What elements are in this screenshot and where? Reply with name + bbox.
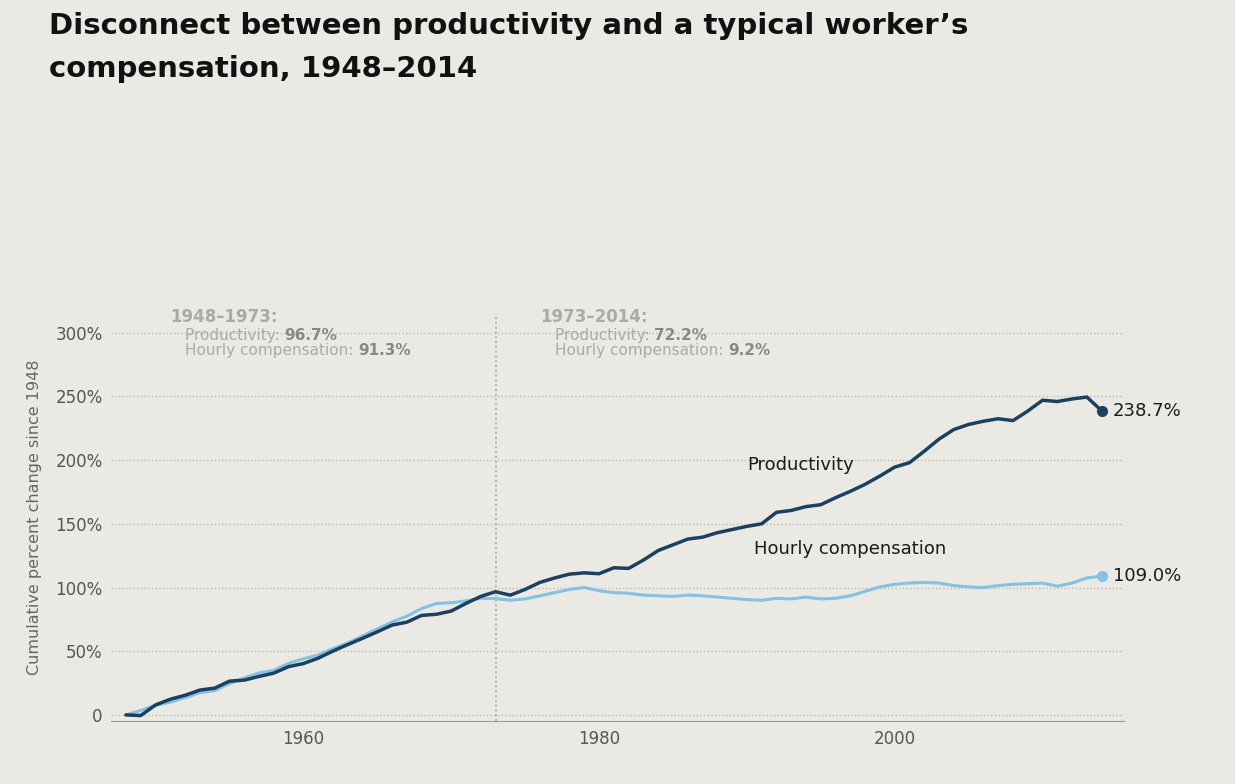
Text: Productivity:: Productivity: — [555, 328, 655, 343]
Text: Productivity: Productivity — [747, 456, 853, 474]
Text: Disconnect between productivity and a typical worker’s: Disconnect between productivity and a ty… — [49, 12, 968, 40]
Text: Hourly compensation: Hourly compensation — [755, 540, 946, 558]
Text: 72.2%: 72.2% — [655, 328, 708, 343]
Text: 1973–2014:: 1973–2014: — [540, 308, 647, 326]
Text: 96.7%: 96.7% — [285, 328, 337, 343]
Text: Hourly compensation:: Hourly compensation: — [185, 343, 358, 358]
Text: 238.7%: 238.7% — [1113, 402, 1182, 419]
Y-axis label: Cumulative percent change since 1948: Cumulative percent change since 1948 — [27, 360, 42, 675]
Text: 91.3%: 91.3% — [358, 343, 411, 358]
Text: Hourly compensation:: Hourly compensation: — [555, 343, 727, 358]
Text: compensation, 1948–2014: compensation, 1948–2014 — [49, 55, 478, 83]
Text: 109.0%: 109.0% — [1113, 567, 1181, 585]
Text: 9.2%: 9.2% — [727, 343, 771, 358]
Text: Productivity:: Productivity: — [185, 328, 285, 343]
Text: 1948–1973:: 1948–1973: — [170, 308, 278, 326]
